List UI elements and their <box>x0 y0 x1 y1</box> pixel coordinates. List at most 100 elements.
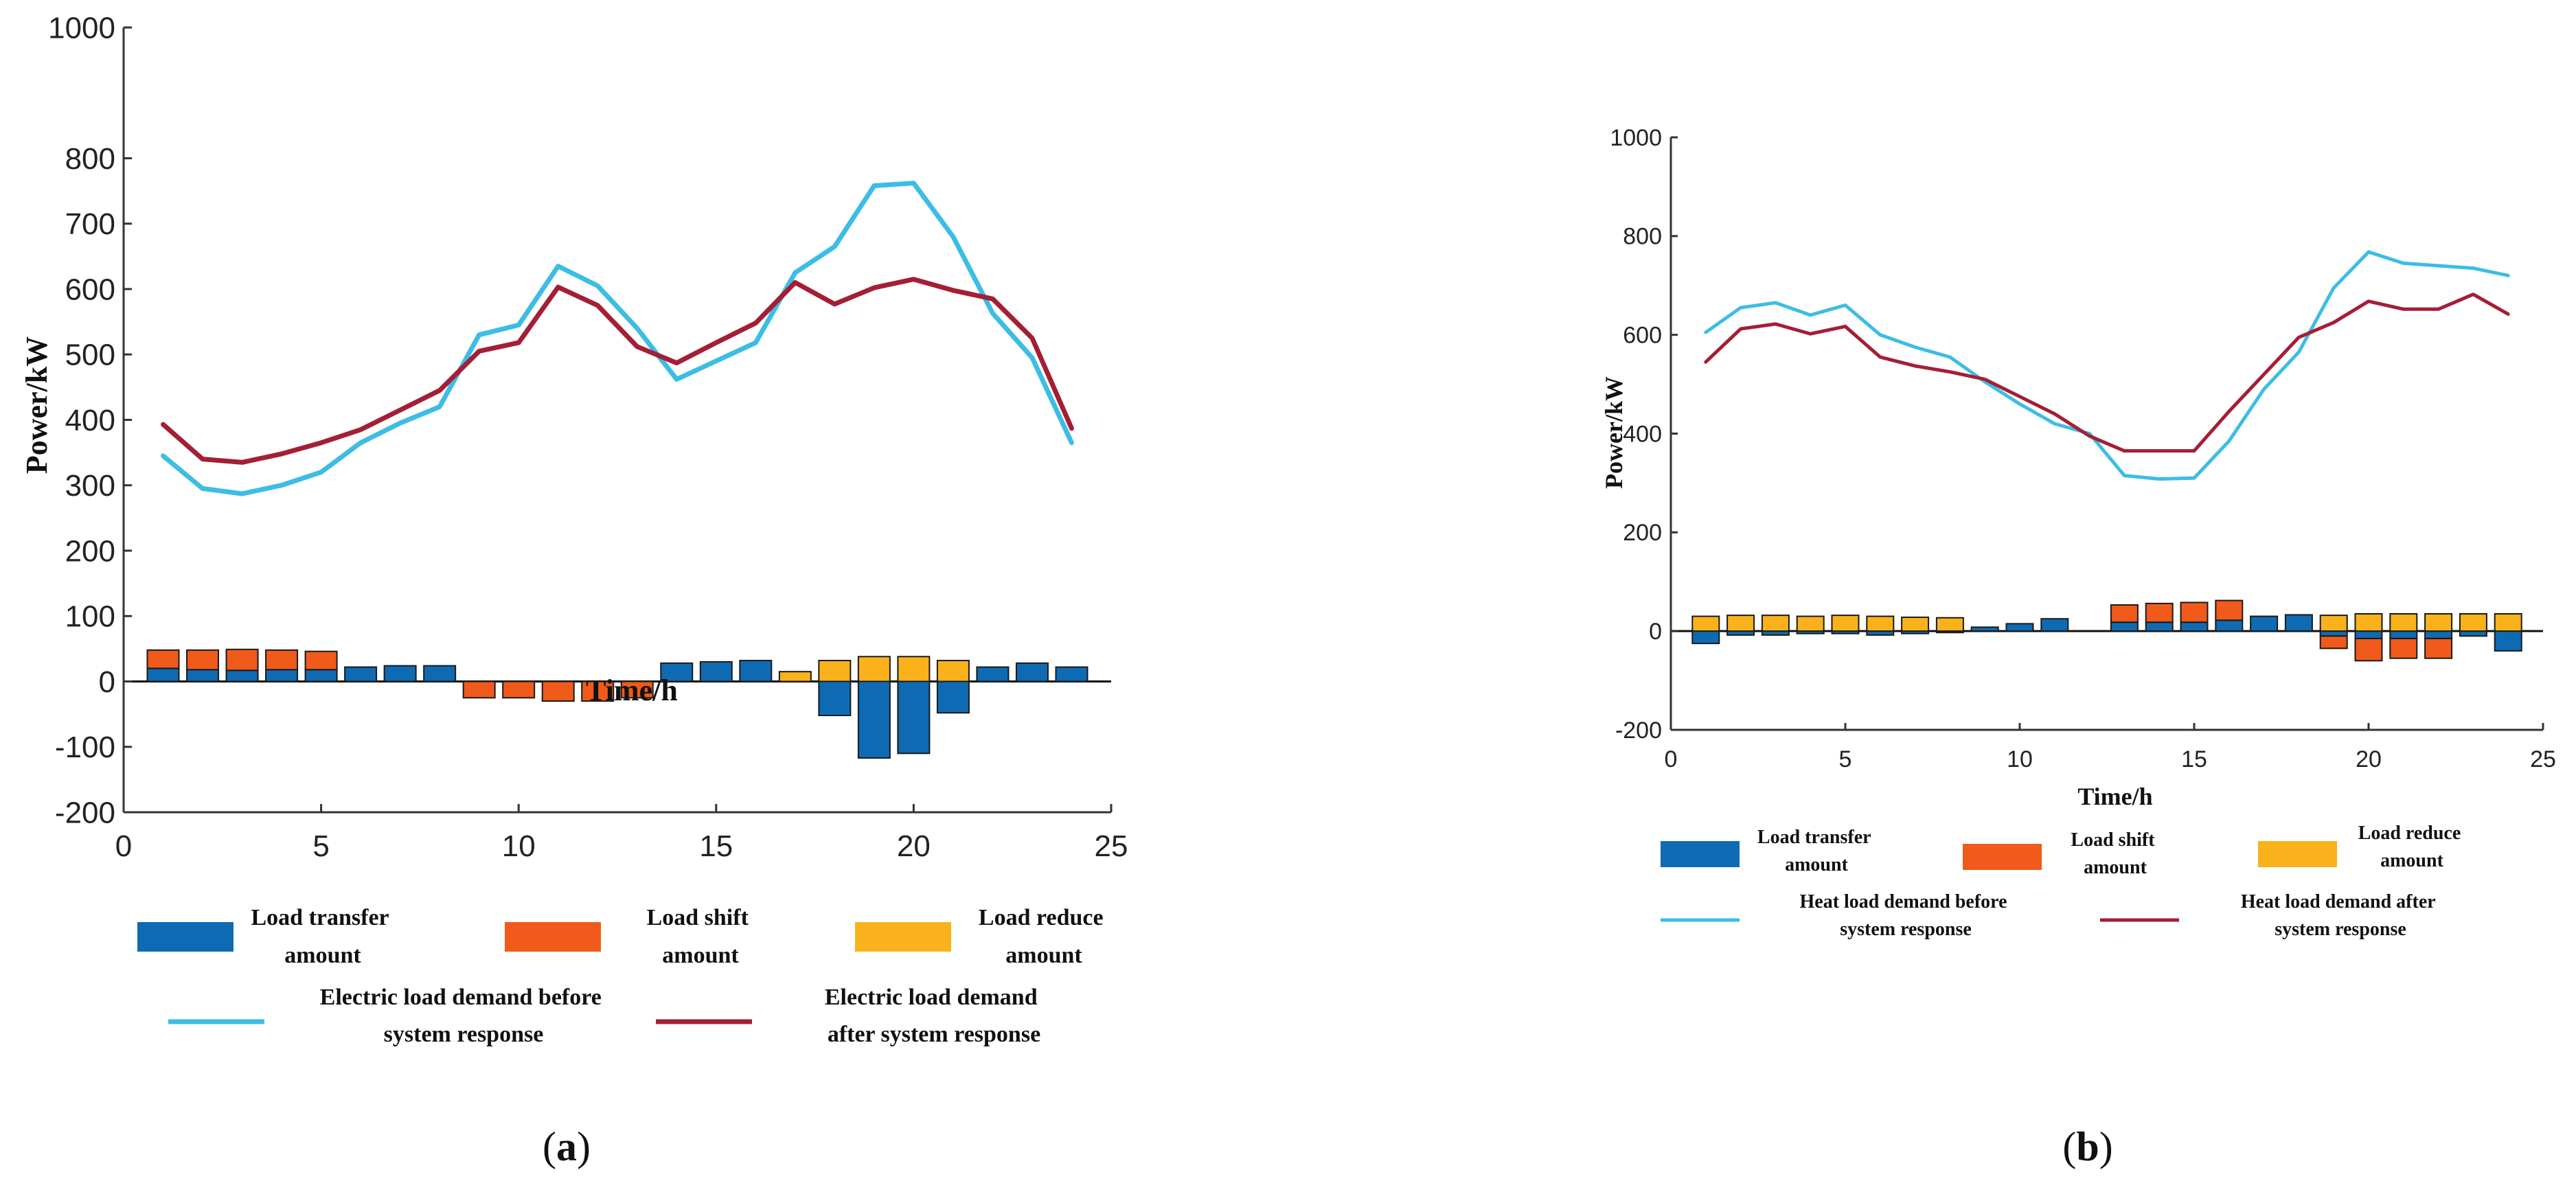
bar-load-shift-amount <box>502 680 536 699</box>
bar-load-reduce-amount <box>1761 615 1790 632</box>
bar-load-transfer-amount <box>857 680 891 759</box>
legend-label-line: Heat load demand before <box>1799 891 2007 912</box>
legend-label-load-shift: Load shift amount <box>2071 829 2159 878</box>
legend-label-line: system response <box>1840 919 1972 940</box>
y-tick-label: -200 <box>1615 717 1662 744</box>
x-tick-label: 10 <box>502 829 536 863</box>
legend-swatch-load-shift <box>505 922 601 952</box>
y-tick-label: 100 <box>65 600 115 634</box>
bar-load-transfer-amount <box>2284 614 2313 632</box>
panel-b-caption: (b) <box>2062 1124 2112 1169</box>
caption-letter: a <box>556 1124 577 1169</box>
y-tick-label: -200 <box>55 796 115 829</box>
bar-load-transfer-amount <box>818 680 852 717</box>
caption-letter: b <box>2076 1124 2099 1169</box>
bar-load-transfer-amount <box>2459 630 2487 637</box>
bar-load-transfer-amount <box>1015 662 1049 682</box>
legend-swatch-load-transfer <box>1661 841 1740 867</box>
y-tick-label: 600 <box>1623 323 1662 349</box>
legend-label-line: Load shift <box>2071 829 2155 851</box>
y-tick-label: 400 <box>1623 421 1662 447</box>
bar-load-transfer-amount <box>2215 619 2244 632</box>
bar-load-reduce-amount <box>1691 615 1720 632</box>
series-line-before <box>1704 250 2510 481</box>
legend-label-after: Electric load demand after system respon… <box>825 985 1043 1047</box>
caption-close: ) <box>2099 1124 2113 1169</box>
bar-load-transfer-amount <box>146 667 180 682</box>
x-tick-label: 5 <box>1839 746 1852 772</box>
bar-load-reduce-amount <box>2354 612 2383 632</box>
caption-open: ( <box>543 1124 556 1169</box>
bar-load-shift-amount <box>2110 604 2139 623</box>
bar-load-reduce-amount <box>1935 617 1964 632</box>
legend-label-line: Load reduce <box>2358 823 2461 844</box>
y-tick-label: 0 <box>1649 619 1662 645</box>
bar-load-shift-amount <box>620 680 654 699</box>
bar-load-transfer-amount <box>1055 666 1088 682</box>
bar-load-reduce-amount <box>936 660 970 682</box>
bar-load-transfer-amount <box>2354 630 2383 639</box>
legend-label-line: Load transfer <box>251 905 389 930</box>
bar-load-transfer-amount <box>265 669 299 682</box>
y-tick-label: 1000 <box>48 11 115 45</box>
legend-label-line: Electric load demand <box>825 985 1038 1010</box>
bar-load-reduce-amount <box>1866 615 1895 632</box>
legend-label-line: amount <box>662 943 739 968</box>
y-tick-label: 0 <box>99 665 115 699</box>
bar-load-reduce-amount <box>778 671 812 682</box>
bar-load-transfer-amount <box>1691 630 1720 645</box>
bar-load-transfer-amount <box>2005 623 2034 632</box>
caption-close: ) <box>577 1124 591 1169</box>
series-line-after <box>161 277 1074 465</box>
legend-label-before: Heat load demand before system response <box>1799 891 2011 940</box>
bar-load-transfer-amount <box>2424 630 2453 639</box>
bar-load-shift-amount <box>581 680 615 702</box>
legend-swatch-load-reduce <box>855 922 951 952</box>
bar-load-shift-amount <box>2180 601 2209 623</box>
bar-load-shift-amount <box>2319 635 2348 650</box>
bar-load-transfer-amount <box>1970 626 1999 632</box>
panel-a-y-axis-label: Power/kW <box>20 336 54 474</box>
legend-label-line: after system response <box>828 1022 1040 1047</box>
bar-load-reduce-amount <box>897 656 931 682</box>
bar-load-transfer-amount <box>2250 615 2279 632</box>
bar-load-shift-amount <box>186 649 220 671</box>
y-tick-label: 400 <box>65 404 115 437</box>
bar-load-transfer-amount <box>2040 618 2069 632</box>
bar-load-transfer-amount <box>2110 621 2139 632</box>
bar-load-transfer-amount <box>344 666 378 682</box>
legend-label-line: system response <box>384 1022 544 1047</box>
bar-load-reduce-amount <box>1796 615 1825 632</box>
panel-a-plot-area: -200 -100 0 100 200 300 400 500 600 700 800 1000 0 5 1… <box>48 11 1128 863</box>
x-tick-label: 10 <box>2007 746 2033 772</box>
bar-load-transfer-amount <box>423 665 457 682</box>
bar-load-shift-amount <box>2354 637 2383 662</box>
panel-b-x-axis-label: Time/h <box>2077 783 2152 810</box>
x-tick-label: 25 <box>2530 746 2556 772</box>
legend-label-line: Heat load demand after <box>2241 891 2435 912</box>
y-tick-label: 800 <box>65 142 115 176</box>
y-tick-label: 600 <box>65 273 115 306</box>
legend-swatch-load-transfer <box>137 922 233 952</box>
bar-load-transfer-amount <box>936 680 970 714</box>
y-tick-label: 200 <box>65 534 115 568</box>
bar-load-transfer-amount <box>897 680 931 755</box>
x-tick-label: 15 <box>699 829 733 863</box>
bar-load-transfer-amount <box>186 669 220 682</box>
bar-load-transfer-amount <box>660 662 694 682</box>
bar-load-transfer-amount <box>2145 621 2174 632</box>
legend-label-line: amount <box>2084 857 2147 878</box>
bar-load-shift-amount <box>2215 599 2244 621</box>
legend-label-load-reduce: Load reduce amount <box>2358 823 2466 871</box>
x-tick-label: 20 <box>897 829 931 863</box>
bar-load-shift-amount <box>2424 637 2453 659</box>
x-tick-label: 20 <box>2356 746 2382 772</box>
y-tick-label: 300 <box>65 469 115 503</box>
legend-label-load-shift: Load shift amount <box>647 905 755 968</box>
bar-load-transfer-amount <box>2180 621 2209 632</box>
bar-load-transfer-amount <box>976 666 1010 682</box>
panel-a-chart: -200 -100 0 100 200 300 400 500 600 700 800 1000 0 5 1… <box>20 11 1128 1169</box>
y-tick-label: 500 <box>65 338 115 372</box>
